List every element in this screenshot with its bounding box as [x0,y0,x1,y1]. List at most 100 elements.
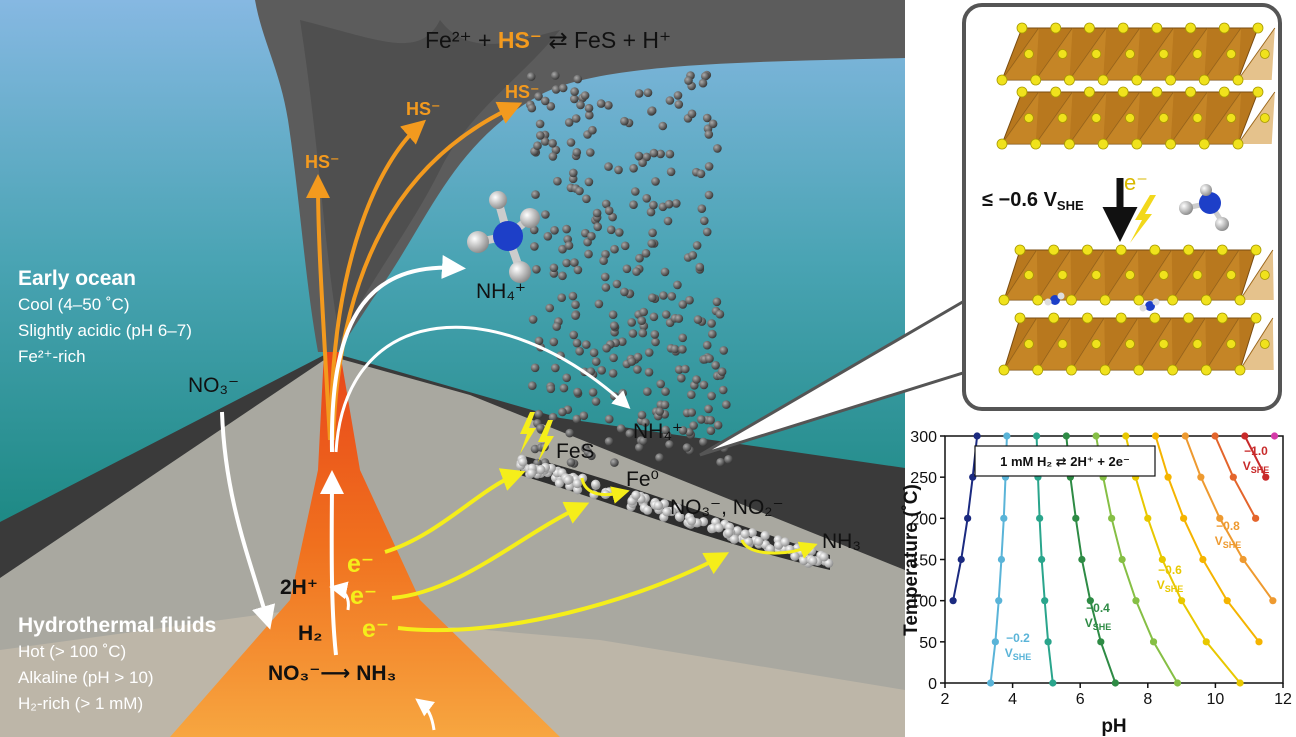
particle [635,152,644,161]
sediment-particle [714,523,723,532]
unit-subscript: SHE [1013,652,1032,662]
unit: V [1243,459,1251,473]
particle [581,91,590,100]
sediment-particle [564,476,573,485]
particle [529,315,538,324]
particle [659,122,668,131]
series-point [1049,679,1056,686]
unit-subscript: SHE [1251,465,1270,475]
particle [582,195,591,204]
particle [605,437,614,446]
electron-label: e⁻ [362,615,389,643]
y-tick-label: 200 [910,511,937,528]
particle [629,164,638,173]
particle [697,415,706,424]
sulfur-atom [1201,295,1211,305]
sulfur-atom [1092,50,1101,59]
sulfur-atom [1227,50,1236,59]
particle [708,330,717,339]
sulfur-atom [1033,295,1043,305]
particle [699,438,708,447]
sulfur-atom [1126,50,1135,59]
particle [528,104,537,113]
sulfur-atom [997,139,1007,149]
sulfur-atom [1193,340,1202,349]
particle [664,217,673,226]
series-point [1174,679,1181,686]
sulfur-atom [1260,50,1269,59]
block-line: Hot (> 100 ˚C) [18,642,126,661]
series-point [987,679,994,686]
particle [609,369,618,378]
particle [631,187,640,196]
particle [605,415,614,424]
particle [681,365,690,374]
sulfur-atom [1058,271,1067,280]
block-title: Hydrothermal fluids [18,614,216,637]
particle [648,229,657,238]
particle [550,226,559,235]
sulfur-atom [1126,340,1135,349]
particle [643,387,652,396]
particle [689,421,698,430]
series-point [1033,432,1040,439]
particle [570,87,579,96]
particle [711,361,720,370]
particle [609,354,618,363]
unit: V [1085,616,1093,630]
particle [565,429,574,438]
particle [602,344,611,353]
particle [707,319,716,328]
hydrogen-atom [467,231,489,253]
particle [567,138,576,147]
particle [565,241,574,250]
particle [552,322,561,331]
sulfur-atom [1217,245,1227,255]
particle [639,308,648,317]
sulfur-atom [1024,271,1033,280]
block-line: Fe²⁺-rich [18,347,86,366]
particle [562,374,571,383]
sediment-particle [591,480,600,489]
particle [674,91,683,100]
series-point [1236,679,1243,686]
particle [713,298,722,307]
series-label: −0.6 [1158,563,1182,577]
particle [678,334,687,343]
particle [535,410,544,419]
particle [585,178,594,187]
particle [599,256,608,265]
sediment-particle [518,457,527,466]
sulfur-atom [1082,313,1092,323]
sulfur-atom [1058,340,1067,349]
particle [714,421,723,430]
particle [705,130,714,139]
particle [614,166,623,175]
particle [569,331,578,340]
particle [651,330,660,339]
particle [601,273,610,282]
sulfur-atom [1058,114,1067,123]
series-point [1003,432,1010,439]
series-point [1224,597,1231,604]
particle [582,340,591,349]
series-point [1038,556,1045,563]
series-point [1197,474,1204,481]
series-point [1230,474,1237,481]
particle [580,411,589,420]
nitrogen-atom [1199,192,1221,214]
chart: pH Temperature (˚C) 24681012050100150200… [901,429,1292,737]
series-point [1182,432,1189,439]
sediment-particle [654,501,663,510]
sulfur-atom [1152,23,1162,33]
particle [536,120,545,129]
particle [595,300,604,309]
particle [527,72,536,81]
y-tick-label: 250 [910,470,937,487]
series-point [958,556,965,563]
series-point [1063,432,1070,439]
sulfur-atom [1134,365,1144,375]
sulfur-atom [1092,340,1101,349]
particle [700,217,709,226]
sulfur-atom [1082,245,1092,255]
